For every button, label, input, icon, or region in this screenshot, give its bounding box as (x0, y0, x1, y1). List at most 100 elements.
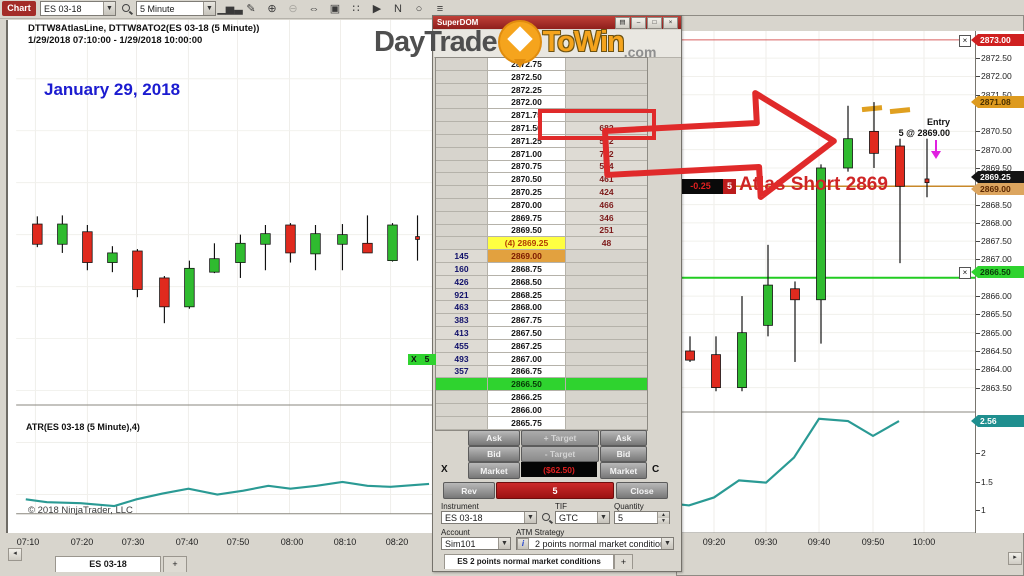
buy-bid-button[interactable]: Bid (600, 446, 647, 462)
zoom-in-icon[interactable]: ⊕ (267, 3, 277, 15)
bid-size-cell[interactable] (436, 96, 488, 109)
grid-columns-icon[interactable]: ∷ (352, 3, 360, 15)
close-position-x-button[interactable]: X (441, 464, 448, 475)
price-cell[interactable]: 2868.50 (488, 275, 566, 288)
dom-instrument-selector[interactable]: ES 03-18 ▼ (441, 511, 537, 524)
ladder-row[interactable]: 493 2867.00 (436, 352, 647, 366)
bid-size-cell[interactable]: 145 (436, 250, 488, 262)
zigzag-icon[interactable]: N (394, 2, 402, 15)
ask-size-cell[interactable] (566, 314, 647, 327)
scroll-left-button[interactable]: ◂ (8, 548, 22, 561)
price-cell[interactable]: 2869.00 (488, 250, 566, 262)
add-atm-tab-button[interactable]: + (614, 554, 633, 569)
close-position-x[interactable]: X (411, 354, 417, 365)
ladder-row[interactable]: 2866.50 (436, 378, 647, 392)
instrument-search-button[interactable] (119, 1, 133, 16)
step-up-icon[interactable]: ▲ (658, 512, 669, 518)
price-cell[interactable]: 2870.75 (488, 160, 566, 173)
atm-strategy-tab[interactable]: ES 2 points normal market conditions (444, 554, 614, 569)
ask-size-cell[interactable] (566, 391, 647, 403)
price-cell[interactable]: 2868.75 (488, 263, 566, 275)
bid-size-cell[interactable]: 463 (436, 301, 488, 314)
bid-size-cell[interactable]: 160 (436, 263, 488, 275)
ladder-row[interactable]: 2870.25 424 (436, 186, 647, 199)
dom-instrument-search[interactable] (539, 510, 553, 525)
line-visibility-checkbox[interactable]: × (959, 267, 971, 279)
ask-size-cell[interactable] (566, 288, 647, 301)
ellipse-icon[interactable]: ○ (415, 2, 423, 15)
draw-pencil-icon[interactable]: ✎ (246, 3, 256, 15)
price-cell[interactable]: 2872.50 (488, 70, 566, 83)
ask-size-cell[interactable] (566, 83, 647, 96)
ask-size-cell[interactable] (566, 403, 647, 416)
properties-icon[interactable]: ≡ (436, 2, 444, 15)
bid-size-cell[interactable] (436, 134, 488, 147)
ask-size-cell[interactable] (566, 58, 647, 70)
account-selector[interactable]: Sim101 ▼ (441, 537, 511, 550)
bid-size-cell[interactable] (436, 378, 488, 391)
ladder-row[interactable]: 2866.25 (436, 391, 647, 404)
step-down-icon[interactable]: ▼ (658, 518, 669, 524)
ladder-row[interactable]: 2870.50 461 (436, 173, 647, 187)
ladder-row[interactable]: (4) 2869.25 48 (436, 237, 647, 251)
price-cell[interactable]: 2867.25 (488, 339, 566, 352)
price-cell[interactable]: 2871.25 (488, 134, 566, 147)
chart-window-tab[interactable]: Chart (2, 1, 36, 16)
ladder-row[interactable]: 463 2868.00 (436, 301, 647, 315)
stepper-arrows[interactable]: ▲ ▼ (657, 512, 669, 524)
snapshot-icon[interactable]: ▣ (329, 3, 341, 15)
ask-size-cell[interactable] (566, 365, 647, 378)
bid-size-cell[interactable] (436, 403, 488, 416)
quantity-stepper[interactable]: 5 ▲ ▼ (614, 511, 670, 524)
close-icon[interactable]: × (663, 17, 678, 29)
atm-strategy-selector[interactable]: i 2 points normal market conditions ▼ (516, 537, 674, 550)
ladder-row[interactable]: 2866.00 (436, 403, 647, 417)
reverse-button[interactable]: Rev (443, 482, 495, 499)
ask-size-cell[interactable] (566, 416, 647, 429)
bid-size-cell[interactable]: 413 (436, 327, 488, 339)
sell-market-button[interactable]: Market (468, 462, 520, 479)
buy-market-button[interactable]: Market (600, 462, 647, 479)
price-cell[interactable]: 2866.75 (488, 365, 566, 378)
price-cell[interactable]: (4) 2869.25 (488, 237, 566, 250)
ladder-row[interactable]: 2869.50 251 (436, 224, 647, 238)
bid-size-cell[interactable] (436, 109, 488, 122)
ask-size-cell[interactable] (566, 275, 647, 288)
price-cell[interactable]: 2870.50 (488, 173, 566, 186)
ladder-row[interactable]: 383 2867.75 (436, 314, 647, 328)
ladder-row[interactable]: 2870.00 466 (436, 198, 647, 212)
data-window-icon[interactable]: ⇔ (308, 2, 320, 15)
ask-size-cell[interactable]: 251 (566, 224, 647, 237)
price-cell[interactable]: 2867.75 (488, 314, 566, 327)
ladder-row[interactable]: 426 2868.50 (436, 275, 647, 289)
bid-size-cell[interactable] (436, 391, 488, 403)
chevron-down-icon[interactable]: ▼ (203, 2, 215, 15)
bid-size-cell[interactable]: 383 (436, 314, 488, 327)
chevron-down-icon[interactable]: ▼ (597, 512, 609, 523)
instrument-selector[interactable]: ES 03-18 ▼ (40, 1, 116, 16)
ask-size-cell[interactable] (566, 96, 647, 109)
bid-size-cell[interactable]: 357 (436, 365, 488, 378)
ask-size-cell[interactable]: 346 (566, 211, 647, 224)
zoom-out-icon[interactable]: ⊖ (288, 3, 298, 15)
ladder-row[interactable]: 2872.50 (436, 70, 647, 84)
price-cell[interactable]: 2866.00 (488, 403, 566, 416)
ladder-row[interactable]: 145 2869.00 (436, 250, 647, 263)
ask-size-cell[interactable] (566, 339, 647, 352)
bid-size-cell[interactable] (436, 122, 488, 134)
close-button[interactable]: Close (616, 482, 668, 499)
add-chart-tab-button[interactable]: + (163, 556, 187, 572)
maximize-icon[interactable]: □ (647, 17, 662, 29)
bar-type-icon[interactable]: ▁▅▃ (217, 3, 243, 15)
price-cell[interactable]: 2872.75 (488, 58, 566, 70)
ask-size-cell[interactable]: 424 (566, 186, 647, 198)
ladder-row[interactable]: 357 2866.75 (436, 365, 647, 379)
ladder-row[interactable]: 413 2867.50 (436, 327, 647, 340)
price-cell[interactable]: 2870.25 (488, 186, 566, 198)
bid-size-cell[interactable] (436, 416, 488, 429)
price-cell[interactable]: 2867.50 (488, 327, 566, 339)
price-cell[interactable]: 2871.00 (488, 147, 566, 160)
ask-size-cell[interactable]: 48 (566, 237, 647, 250)
buy-ask-button[interactable]: Ask (600, 430, 647, 446)
